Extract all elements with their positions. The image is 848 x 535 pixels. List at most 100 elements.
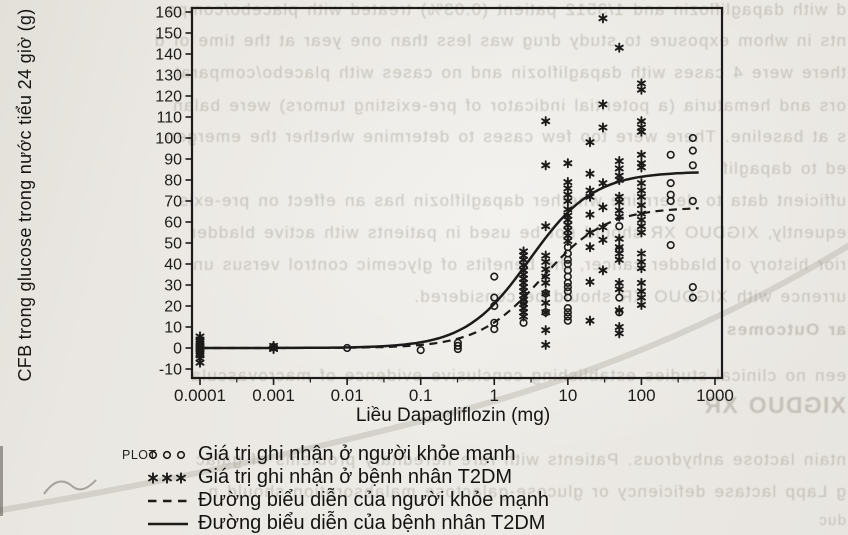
x-tick-label: 1000: [696, 386, 734, 405]
data-point-t2dm: [519, 311, 529, 322]
data-point-t2dm: [636, 299, 646, 310]
x-tick-label: 0.1: [409, 386, 433, 405]
data-point-t2dm: [598, 99, 608, 110]
data-point-t2dm: [636, 277, 646, 288]
y-axis-ticks: -10 0 10 20 30 40 50 60 70 80 90 100 110 120 130 140 150…: [155, 5, 192, 379]
y-tick-label: 130: [155, 68, 182, 85]
y-tick-label: 100: [155, 131, 182, 148]
data-point-t2dm: [598, 122, 608, 133]
data-point-t2dm: [585, 137, 595, 148]
data-point-t2dm: [636, 126, 646, 137]
data-point-t2dm: [614, 211, 624, 222]
data-point-healthy: [688, 283, 697, 292]
data-point-t2dm: [636, 162, 646, 173]
y-tick-label: 120: [155, 89, 182, 106]
data-point-healthy: [688, 196, 697, 206]
data-point-t2dm: [636, 227, 646, 238]
legend-label-t2dm-observed: Giá trị ghi nhận ở bệnh nhân T2DM: [198, 466, 513, 488]
legend-row-t2dm-curve: Đường biểu diễn của bệnh nhân T2DM: [146, 512, 549, 535]
y-tick-label: 160: [155, 5, 182, 22]
x-tick-label: 0.0001: [174, 386, 226, 405]
data-point-t2dm: [636, 149, 646, 160]
data-point-t2dm: [541, 339, 551, 350]
data-point-t2dm: [614, 197, 624, 208]
y-tick-label: 40: [164, 257, 182, 274]
y-tick-label: 150: [155, 26, 182, 43]
data-point-t2dm: [541, 307, 551, 318]
legend-row-t2dm-observed: Giá trị ghi nhận ở bệnh nhân T2DM: [146, 466, 549, 489]
y-tick-label: 60: [164, 215, 182, 232]
y-tick-label: 10: [164, 320, 182, 337]
data-point-healthy: [666, 196, 675, 206]
data-point-t2dm: [585, 315, 595, 326]
data-point-healthy: [666, 179, 675, 188]
data-point-t2dm: [563, 158, 573, 169]
data-point-t2dm: [585, 209, 595, 220]
data-point-t2dm: [541, 221, 551, 232]
y-tick-label: 80: [164, 173, 182, 190]
y-tick-label: 140: [155, 47, 182, 64]
data-point-t2dm: [585, 191, 595, 202]
y-axis-title: CFB trong glucose trong nước tiểu 24 giờ…: [15, 8, 35, 382]
data-point-t2dm: [585, 227, 595, 238]
legend-plot-label: PLOT: [122, 448, 157, 462]
data-point-healthy: [453, 341, 462, 351]
data-point-t2dm: [614, 305, 624, 316]
x-tick-label: 0.01: [331, 386, 364, 405]
y-tick-label: 30: [164, 278, 182, 295]
data-point-healthy: [688, 133, 697, 143]
t2dm-fit-curve: [200, 171, 699, 350]
asterisk-markers-icon: [146, 471, 190, 484]
y-tick-label: 50: [164, 236, 182, 253]
data-point-healthy: [563, 293, 572, 302]
data-point-t2dm: [541, 160, 551, 171]
x-axis-ticks: 0.0001 0.001 0.01 0.1 1 10 100 1000: [174, 378, 734, 405]
data-point-healthy: [563, 316, 572, 325]
data-point-t2dm: [636, 191, 646, 202]
data-point-t2dm: [563, 235, 573, 246]
y-tick-label: -10: [159, 362, 182, 379]
data-point-healthy: [490, 325, 499, 334]
solid-line-icon: [146, 520, 190, 528]
data-point-t2dm: [598, 202, 608, 213]
data-point-healthy: [666, 241, 675, 250]
data-point-t2dm: [598, 222, 608, 233]
legend-label-healthy-observed: Giá trị ghi nhận ở người khỏe mạnh: [198, 443, 516, 465]
data-point-healthy: [490, 293, 499, 302]
data-point-t2dm: [541, 325, 551, 336]
data-point-t2dm: [195, 357, 205, 368]
data-point-healthy: [490, 301, 499, 311]
data-point-healthy: [563, 283, 572, 292]
data-point-t2dm: [598, 234, 608, 245]
chart-legend: PLOT Giá trị ghi nhận ở người khỏe mạnh: [122, 443, 549, 535]
dashed-line-icon: [146, 497, 190, 505]
data-point-t2dm: [614, 284, 624, 295]
x-axis-title: Liều Dapagliflozin (mg): [355, 405, 551, 426]
data-point-t2dm: [614, 254, 624, 265]
data-point-t2dm: [614, 174, 624, 186]
data-point-healthy: [563, 278, 572, 288]
data-point-healthy: [666, 150, 675, 159]
x-tick-label: 0.001: [252, 386, 295, 405]
data-point-t2dm: [614, 42, 624, 53]
data-point-t2dm: [614, 233, 624, 244]
y-tick-label: 90: [164, 152, 182, 169]
plot-border: [190, 6, 724, 380]
x-tick-label: 1: [490, 386, 499, 405]
t2dm-data-points: [195, 13, 646, 368]
legend-label-healthy-curve: Đường biểu diễn của người khỏe mạnh: [198, 489, 549, 511]
x-tick-label: 10: [558, 386, 577, 405]
x-tick-label: 100: [627, 386, 655, 405]
data-point-t2dm: [563, 195, 573, 207]
data-point-healthy: [615, 293, 624, 302]
y-tick-label: 20: [164, 299, 182, 316]
data-point-healthy: [563, 308, 572, 317]
data-point-healthy: [563, 304, 572, 313]
data-point-t2dm: [585, 242, 595, 253]
data-point-t2dm: [585, 168, 595, 179]
data-point-t2dm: [636, 263, 646, 274]
data-point-healthy: [453, 344, 462, 354]
data-point-t2dm: [598, 178, 608, 189]
